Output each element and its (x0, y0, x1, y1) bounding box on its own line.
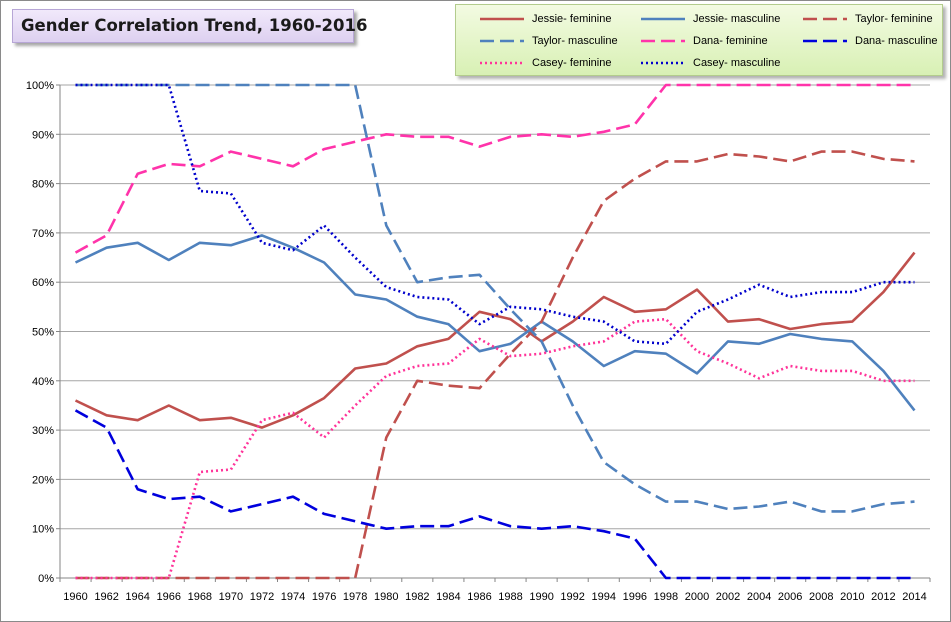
series-lines (74, 83, 916, 580)
x-tick-label: 1992 (560, 591, 584, 603)
series-line-jessie-feminine (74, 251, 916, 429)
chart-title: Gender Correlation Trend, 1960-2016 (21, 16, 368, 35)
series-line-casey-masculine (75, 83, 915, 346)
legend-swatch (803, 39, 847, 43)
y-tick-label: 0% (38, 573, 54, 585)
legend-item: Casey- masculine (637, 55, 797, 71)
x-tick-label: 1976 (312, 591, 336, 603)
y-tick-label: 20% (32, 474, 54, 486)
x-tick-label: 1978 (343, 591, 367, 603)
series-line-casey-feminine (75, 317, 915, 580)
legend-label: Taylor- masculine (532, 35, 618, 47)
x-tick-label: 1966 (157, 591, 181, 603)
x-tick-label: 1998 (654, 591, 678, 603)
legend-swatch (480, 17, 524, 21)
series-line-jessie-masculine (74, 234, 916, 412)
legend-swatch (803, 17, 847, 21)
legend-item: Dana- masculine (799, 33, 951, 49)
legend-label: Taylor- feminine (855, 13, 933, 25)
x-tick-label: 2002 (716, 591, 740, 603)
x-tick-label: 1984 (436, 591, 460, 603)
x-tick-label: 1980 (374, 591, 398, 603)
x-tick-label: 1988 (498, 591, 522, 603)
series-line-taylor-feminine (75, 150, 915, 580)
legend-item: Dana- feminine (637, 33, 797, 49)
x-tick-label: 1986 (467, 591, 491, 603)
legend-swatch (641, 39, 685, 43)
legend-label: Dana- masculine (855, 35, 938, 47)
x-tick-label: 1996 (623, 591, 647, 603)
y-tick-label: 50% (32, 327, 54, 339)
x-tick-label: 2006 (778, 591, 802, 603)
x-tick-label: 1970 (219, 591, 243, 603)
x-tick-label: 1964 (125, 591, 149, 603)
x-tick-label: 1962 (94, 591, 118, 603)
legend: Jessie- feminine Jessie- masculine Taylor-… (455, 4, 943, 76)
x-tick-label: 1974 (281, 591, 305, 603)
y-tick-label: 10% (32, 524, 54, 536)
legend-swatch (641, 61, 685, 65)
x-tick-label: 1982 (405, 591, 429, 603)
legend-swatch (480, 39, 524, 43)
legend-item: Casey- feminine (476, 55, 636, 71)
y-tick-label: 80% (32, 179, 54, 191)
y-tick-label: 90% (32, 129, 54, 141)
x-tick-label: 2010 (840, 591, 864, 603)
y-tick-label: 60% (32, 277, 54, 289)
legend-label: Dana- feminine (693, 35, 768, 47)
legend-item: Jessie- feminine (476, 11, 636, 27)
y-tick-label: 100% (26, 80, 54, 92)
y-tick-label: 30% (32, 425, 54, 437)
legend-label: Jessie- masculine (693, 13, 781, 25)
y-tick-label: 40% (32, 376, 54, 388)
x-tick-label: 1994 (592, 591, 616, 603)
x-tick-label: 1990 (529, 591, 553, 603)
chart-title-box: Gender Correlation Trend, 1960-2016 (12, 9, 367, 43)
legend-swatch (641, 17, 685, 21)
series-line-dana-feminine (74, 83, 915, 254)
x-tick-label: 2012 (871, 591, 895, 603)
legend-label: Casey- feminine (532, 57, 612, 69)
x-tick-label: 1968 (188, 591, 212, 603)
legend-label: Casey- masculine (693, 57, 781, 69)
y-tick-label: 70% (32, 228, 54, 240)
legend-swatch (480, 61, 524, 65)
gridlines (60, 84, 930, 530)
legend-item: Taylor- masculine (476, 33, 636, 49)
x-tick-label: 2004 (747, 591, 771, 603)
legend-label: Jessie- feminine (532, 13, 612, 25)
series-line-taylor-masculine (75, 83, 915, 513)
x-tick-label: 1972 (250, 591, 274, 603)
series-line-dana-masculine (74, 409, 915, 580)
legend-item: Taylor- feminine (799, 11, 951, 27)
x-tick-label: 2014 (902, 591, 926, 603)
x-tick-label: 2000 (685, 591, 709, 603)
x-tick-label: 2008 (809, 591, 833, 603)
x-tick-label: 1960 (63, 591, 87, 603)
tick-labels: 0% 10% 20% 30% 40% 50% 60% 70% 80% 90% 100% 1960 196… (26, 80, 927, 603)
legend-item: Jessie- masculine (637, 11, 797, 27)
